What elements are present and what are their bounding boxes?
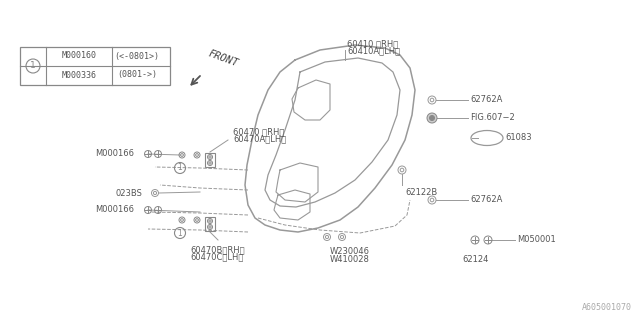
Text: 60470C〈LH〉: 60470C〈LH〉 (190, 252, 243, 261)
Text: M000336: M000336 (61, 70, 97, 79)
Text: 62762A: 62762A (470, 95, 502, 105)
Bar (20, 47, 170, 85)
Bar (205, 153, 215, 167)
Text: FIG.607−2: FIG.607−2 (470, 114, 515, 123)
Text: 60410 〈RH〉: 60410 〈RH〉 (347, 39, 398, 48)
Text: 62122B: 62122B (405, 188, 437, 197)
Text: 60470 〈RH〉: 60470 〈RH〉 (233, 127, 284, 136)
Text: W410028: W410028 (330, 255, 370, 265)
Text: M000166: M000166 (95, 205, 134, 214)
Text: (0801->): (0801->) (117, 70, 157, 79)
Text: 62124: 62124 (462, 255, 488, 265)
Circle shape (427, 113, 437, 123)
Text: FRONT: FRONT (207, 49, 240, 69)
Text: 023BS: 023BS (115, 188, 142, 197)
Text: 1: 1 (178, 164, 182, 172)
Text: 61083: 61083 (505, 133, 532, 142)
Text: 1: 1 (30, 61, 36, 70)
Text: M000160: M000160 (61, 52, 97, 60)
Text: 62762A: 62762A (470, 196, 502, 204)
Bar (205, 217, 215, 231)
Text: 60470B〈RH〉: 60470B〈RH〉 (190, 245, 244, 254)
Text: M000166: M000166 (95, 149, 134, 158)
Text: (<-0801>): (<-0801>) (115, 52, 159, 60)
Text: W230046: W230046 (330, 247, 370, 257)
Text: A605001070: A605001070 (582, 303, 632, 312)
Text: 60470A〈LH〉: 60470A〈LH〉 (233, 134, 286, 143)
Text: 60410A〈LH〉: 60410A〈LH〉 (347, 46, 400, 55)
Text: M050001: M050001 (517, 236, 556, 244)
Text: 1: 1 (178, 228, 182, 237)
Circle shape (429, 116, 435, 121)
